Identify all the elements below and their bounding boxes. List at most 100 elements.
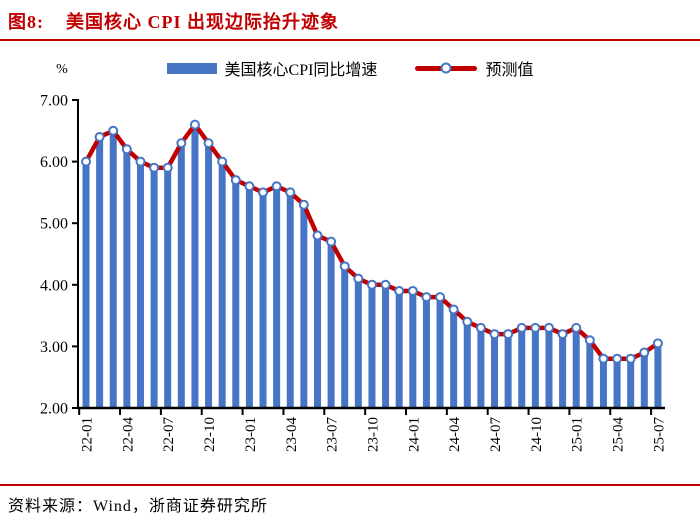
cpi-bar (640, 352, 648, 408)
data-source-note: 资料来源：Wind，浙商证券研究所 (8, 498, 268, 515)
line-series-swatch (415, 62, 478, 74)
x-tick-label: 22-10 (202, 417, 218, 452)
forecast-marker (244, 181, 255, 192)
forecast-marker (503, 329, 514, 340)
forecast-marker (516, 322, 527, 333)
cpi-bar (313, 235, 321, 408)
cpi-bar (177, 143, 185, 408)
forecast-marker (530, 322, 541, 333)
cpi-bar (450, 309, 458, 408)
cpi-bar (123, 149, 131, 408)
cpi-bar (436, 297, 444, 408)
cpi-bar (327, 241, 335, 408)
forecast-marker (353, 273, 364, 284)
forecast-marker (543, 322, 554, 333)
cpi-bar (191, 124, 199, 408)
forecast-marker (598, 353, 609, 364)
cpi-bar (504, 334, 512, 408)
cpi-bar (286, 192, 294, 408)
forecast-marker (421, 292, 432, 303)
cpi-bar (109, 130, 117, 409)
y-tick-label: 7.00 (40, 93, 68, 110)
cpi-bar (572, 327, 580, 408)
x-tick-label: 23-10 (365, 417, 381, 452)
cpi-bar (586, 340, 594, 408)
forecast-marker (366, 279, 377, 290)
forecast-marker (584, 335, 595, 346)
cpi-bar (300, 204, 308, 408)
y-axis-unit-label: % (56, 62, 68, 77)
cpi-bar (218, 161, 226, 408)
marker-dot-icon (440, 62, 452, 74)
forecast-marker (162, 162, 173, 173)
cpi-bar (205, 143, 213, 408)
bar-series-swatch (166, 62, 217, 74)
cpi-bar (654, 346, 662, 408)
forecast-marker (312, 230, 323, 241)
forecast-marker (380, 279, 391, 290)
x-tick-label: 24-10 (529, 417, 545, 452)
x-tick-label: 24-04 (447, 417, 463, 452)
cpi-bar (463, 321, 471, 408)
y-tick-label: 3.00 (40, 339, 68, 356)
x-tick-label: 23-07 (325, 417, 341, 452)
cpi-bar (368, 284, 376, 408)
forecast-marker (230, 175, 241, 186)
cpi-bar (477, 327, 485, 408)
x-tick-label: 23-04 (284, 417, 300, 452)
y-tick-label: 2.00 (40, 401, 68, 418)
cpi-bar (531, 327, 539, 408)
forecast-marker (571, 322, 582, 333)
cpi-bar (627, 358, 635, 408)
forecast-marker (149, 162, 160, 173)
cpi-bar (136, 161, 144, 408)
forecast-marker (94, 131, 105, 142)
forecast-marker (121, 144, 132, 155)
cpi-bar (518, 327, 526, 408)
top-divider-rule (0, 39, 700, 41)
cpi-bar (96, 136, 104, 408)
cpi-bar (82, 161, 90, 408)
forecast-marker (652, 338, 663, 349)
forecast-marker (407, 285, 418, 296)
bottom-divider-rule (0, 484, 700, 486)
forecast-marker (81, 156, 91, 167)
x-tick-label: 22-01 (80, 417, 96, 452)
forecast-marker (108, 125, 119, 136)
x-tick-label: 22-04 (120, 417, 136, 452)
legend-label-cpi: 美国核心CPI同比增速 (224, 62, 378, 79)
forecast-marker (339, 261, 350, 272)
figure-title-row: 图8: 美国核心 CPI 出现边际抬升迹象 (8, 8, 339, 34)
forecast-marker (135, 156, 146, 167)
cpi-bar (545, 327, 553, 408)
forecast-marker (189, 119, 200, 130)
cpi-bar (164, 167, 172, 408)
forecast-marker (258, 187, 269, 198)
forecast-marker (489, 329, 500, 340)
x-tick-label: 25-01 (570, 417, 586, 452)
cpi-bar (599, 358, 607, 408)
legend-item-forecast: 预测值 (415, 56, 533, 80)
cpi-bar (395, 290, 403, 408)
x-tick-label: 22-07 (161, 417, 177, 452)
cpi-bar (559, 334, 567, 408)
forecast-marker (203, 138, 214, 149)
forecast-marker (462, 316, 473, 327)
cpi-bar (245, 186, 253, 408)
forecast-marker (285, 187, 296, 198)
forecast-marker (298, 199, 309, 210)
forecast-marker (176, 138, 187, 149)
cpi-bar (232, 180, 240, 408)
x-tick-label: 25-07 (651, 417, 667, 452)
chart-legend: 美国核心CPI同比增速 预测值 (0, 56, 700, 80)
legend-item-cpi-bars: 美国核心CPI同比增速 (166, 56, 378, 80)
figure-title: 美国核心 CPI 出现边际抬升迹象 (66, 12, 339, 32)
cpi-bar (422, 297, 430, 408)
forecast-marker (448, 304, 459, 315)
forecast-marker (217, 156, 228, 167)
forecast-marker (625, 353, 636, 364)
x-tick-label: 24-07 (488, 417, 504, 452)
forecast-marker (475, 322, 486, 333)
